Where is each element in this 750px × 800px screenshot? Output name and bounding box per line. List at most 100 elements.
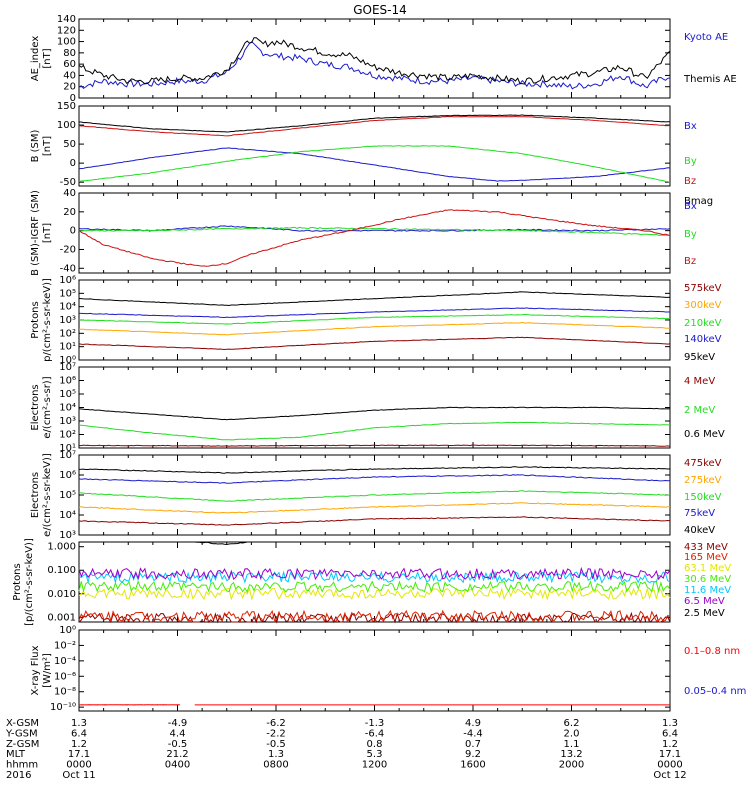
y-tick-label: 10³ xyxy=(59,315,76,326)
series-line-63-1-mev xyxy=(78,586,671,601)
legend-label: 165 MeV xyxy=(684,552,728,563)
y-tick-label: 20 xyxy=(63,82,76,93)
y-tick-label: 10⁻¹⁰ xyxy=(50,702,76,713)
legend-label: 0.6 MeV xyxy=(684,429,725,440)
x-axis-row-value: 0000 xyxy=(66,760,91,771)
x-axis-row-value: -0.5 xyxy=(168,739,188,750)
x-axis-row-value: 13.2 xyxy=(560,749,582,760)
y-tick-label: 120 xyxy=(57,25,76,36)
series-line-30-6-mev xyxy=(78,580,671,594)
x-axis-table: X-GSM 1.3 -4.9 -6.2 -1.3 4.9 6.2 1.3 Y-GSM 6.4 4.4… xyxy=(5,718,687,781)
y-tick-label: -50 xyxy=(60,177,76,188)
panel-bsm: -50 0 50 100 150 B (SM) [nT] Bx By Bz Bmag xyxy=(30,101,713,207)
x-axis-row-value: 4.9 xyxy=(465,718,481,729)
legend-label: 140keV xyxy=(684,334,722,345)
legend-label: 275keV xyxy=(684,475,722,486)
x-axis-row-value: 0000 xyxy=(657,760,682,771)
legend-label: 300keV xyxy=(684,300,722,311)
y-axis-unit: [W/m²] xyxy=(42,653,53,688)
legend-label: Bx xyxy=(684,201,697,212)
legend-label: 2 MeV xyxy=(684,405,715,416)
legend-label: By xyxy=(684,156,697,167)
legend-label: 11.6 MeV xyxy=(684,585,731,596)
series-line-by xyxy=(78,145,671,183)
x-axis-row-value: 2.0 xyxy=(564,728,580,739)
legend-label: 575keV xyxy=(684,283,722,294)
x-axis-row-value: -1.3 xyxy=(365,718,385,729)
x-axis-row-value: -4.4 xyxy=(463,728,483,739)
series-line-4-mev xyxy=(78,444,671,447)
x-axis-row-value: 1.3 xyxy=(268,749,284,760)
series-line-95kev xyxy=(78,291,671,307)
y-tick-label: 10³ xyxy=(59,530,76,541)
y-tick-label: 1.000 xyxy=(47,542,76,553)
series-line-165-mev xyxy=(78,609,671,623)
x-axis-row-value: 1600 xyxy=(460,760,485,771)
legend-label: 0.1–0.8 nm xyxy=(684,646,740,657)
x-axis-row-value: 2000 xyxy=(559,760,584,771)
y-axis-unit: p/(cm²-s-sr-keV)] xyxy=(42,278,53,362)
y-tick-label: 40 xyxy=(63,70,76,81)
series-line-bx xyxy=(78,225,671,232)
x-axis-row-label: X-GSM xyxy=(6,718,39,729)
x-axis-row-value: 0400 xyxy=(165,760,190,771)
y-tick-label: 0.100 xyxy=(47,565,76,576)
y-tick-label: 0 xyxy=(70,226,76,237)
y-axis-unit: [nT] xyxy=(42,48,53,68)
legend-label: 95keV xyxy=(684,352,715,363)
legend-label: Kyoto AE xyxy=(684,32,728,43)
x-axis-row-value: -6.4 xyxy=(365,728,385,739)
y-tick-label: 10⁻⁴ xyxy=(54,656,76,667)
x-axis-row-label: hhmm xyxy=(6,760,38,771)
y-axis-label: B (SM)-IGRF (SM) xyxy=(30,190,41,276)
panel-elec1: 10¹ 10² 10³ 10⁴ 10⁵ 10⁶ 10⁷ Electrons e/(cm²-s-s… xyxy=(30,362,725,454)
y-axis-unit: e/(cm²-s-sr)] xyxy=(42,376,53,438)
series-line-bz xyxy=(78,209,671,267)
legend-label: 433 MeV xyxy=(684,542,728,553)
series-line-300kev xyxy=(78,321,670,336)
x-axis-row-value: Oct 11 xyxy=(62,770,95,781)
series-line-bmag xyxy=(79,114,670,133)
series-line-575kev xyxy=(78,336,671,351)
x-axis-row-value: 17.1 xyxy=(659,749,681,760)
y-tick-label: -40 xyxy=(60,263,76,274)
legend-label: 150keV xyxy=(684,492,722,503)
y-tick-label: 150 xyxy=(57,101,76,112)
y-tick-label: 100 xyxy=(57,37,76,48)
x-axis-row-value: 1.1 xyxy=(564,739,580,750)
panel-frame xyxy=(78,279,671,361)
y-tick-label: 0.001 xyxy=(47,612,76,623)
y-axis-label: Protons xyxy=(30,301,41,338)
series-line-11-6-mev xyxy=(78,570,671,584)
x-axis-row-label: Y-GSM xyxy=(5,728,38,739)
y-tick-label: 10⁷ xyxy=(59,450,76,461)
series-line-275kev xyxy=(78,502,671,514)
y-tick-label: 10⁶ xyxy=(59,470,76,481)
series-line-40kev xyxy=(78,466,671,474)
x-axis-row-label: MLT xyxy=(6,749,26,760)
y-tick-label: 50 xyxy=(63,139,76,150)
x-axis-row-value: 1.2 xyxy=(71,739,87,750)
legend-label: Bz xyxy=(684,256,696,267)
y-tick-label: 10¹ xyxy=(59,443,76,454)
y-tick-label: 10⁷ xyxy=(59,362,76,373)
legend-label: 475keV xyxy=(684,458,722,469)
plot-title: GOES-14 xyxy=(353,3,407,17)
y-tick-label: 10⁴ xyxy=(59,403,76,414)
y-tick-label: 10⁶ xyxy=(59,275,76,286)
legend-label: 0.05–0.4 nm xyxy=(684,686,746,697)
y-tick-label: 80 xyxy=(63,48,76,59)
panel-bigrf: -40 -20 0 20 40 B (SM)-IGRF (SM) [nT] Bx By Bz xyxy=(30,188,697,276)
y-tick-label: 60 xyxy=(63,59,76,70)
series-line-475kev xyxy=(78,516,671,526)
y-tick-label: 0.010 xyxy=(47,589,76,600)
y-tick-label: 140 xyxy=(57,14,76,25)
y-tick-label: 10⁵ xyxy=(59,389,76,400)
y-tick-label: 100 xyxy=(57,120,76,131)
y-tick-label: 10⁴ xyxy=(59,510,76,521)
series-line-150kev xyxy=(78,490,671,502)
legend-label: 210keV xyxy=(684,318,722,329)
x-axis-row-value: -4.9 xyxy=(168,718,188,729)
